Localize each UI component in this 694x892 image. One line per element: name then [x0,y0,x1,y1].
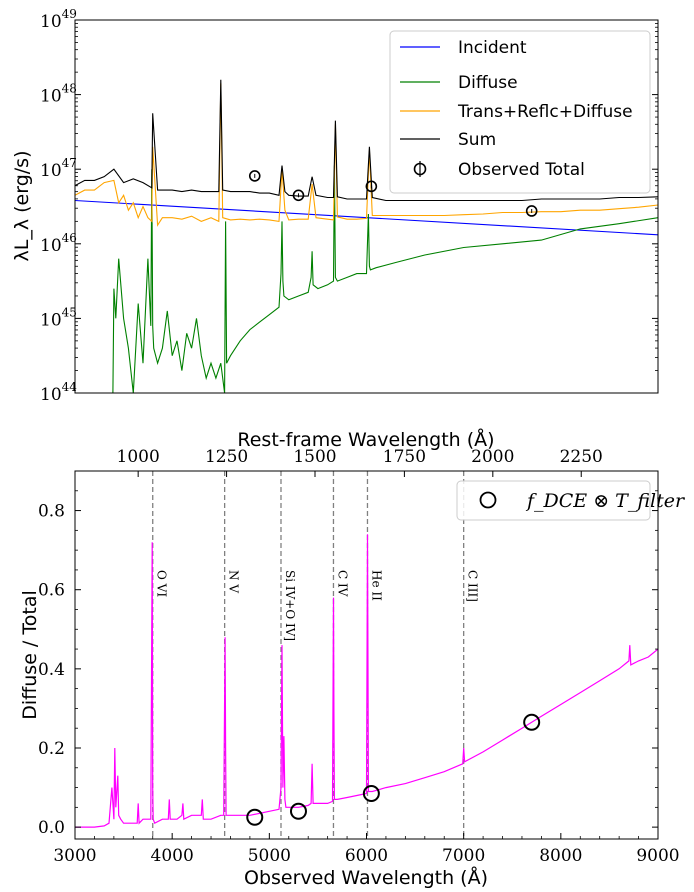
observed-point [365,180,378,193]
top-y-axis-label: λL_λ (erg/s) [11,151,33,262]
legend-observed-marker [413,161,427,177]
emission-line-label: C IV [335,570,349,597]
legend-sum-label: Sum [458,130,496,150]
top-panel: 1044 1045 1046 1047 1048 1049 λL_λ (erg/s) In… [11,7,659,405]
top-x-tick-label: 1250 [205,447,248,467]
top-x-tick-label: 1000 [117,447,160,467]
y-tick-label: 0.6 [38,581,65,601]
y-tick-label: 1047 [40,156,77,181]
top-x-tick-label: 2000 [471,447,514,467]
top-plot-frame [74,19,659,394]
bottom-panel: Rest-frame Wavelength (Å) O VI N V Si IV+O… [19,428,686,889]
y-tick-label: 1046 [40,231,77,256]
x-tick-label: 8000 [539,846,582,866]
top-x-tick-label: 1750 [383,447,426,467]
y-tick-label: 1049 [40,7,77,32]
bottom-x-ticks: 3000 4000 5000 6000 7000 8000 9000 [53,833,680,866]
top-series-group [75,79,658,393]
top-x-tick-label: 1500 [293,447,336,467]
observed-ratio-point [289,802,307,820]
y-tick-exponent: 44 [62,380,78,394]
bottom-legend: f_DCE ⊗ T_filter [456,480,686,521]
observed-point [525,205,538,217]
y-tick-label: 0.2 [38,739,65,759]
y-tick-label: 1044 [40,380,77,405]
y-tick-exponent: 49 [62,7,77,21]
legend-diffuse-label: Diffuse [458,73,518,93]
bottom-top-x-ticks: 1000 1250 1500 1750 2000 2250 [117,447,603,477]
y-tick-exponent: 47 [62,156,77,170]
top-legend: Incident Diffuse Trans+Reflc+Diffuse Sum… [389,30,651,194]
emission-line-label: C III] [466,570,480,602]
x-tick-label: 9000 [636,846,679,866]
emission-line-markers: O VI N V Si IV+O IV] C IV He II C III] [152,471,480,839]
y-tick-exponent: 46 [62,231,77,245]
observed-ratio-point [246,808,264,826]
observed-ratio-point [523,713,541,731]
legend-incident-label: Incident [458,38,527,58]
y-tick-label: 0.0 [38,818,65,838]
emission-line-label: O VI [155,570,169,597]
bottom-legend-marker [479,491,497,509]
top-observed-group [248,170,538,217]
observed-ratio-point [362,784,380,802]
y-tick-label: 1045 [40,305,77,330]
legend-trans-label: Trans+Reflc+Diffuse [457,102,633,122]
bottom-legend-label: f_DCE ⊗ T_filter [525,490,686,512]
bottom-y-axis-label: Diffuse / Total [19,590,41,719]
top-x-tick-label: 2250 [560,447,603,467]
ratio-line [75,534,658,828]
bottom-legend-box [456,480,651,521]
top-x-axis-label: Rest-frame Wavelength (Å) [237,428,494,451]
y-tick-label: 1048 [40,82,77,107]
series-line-diffuse [112,165,658,393]
legend-observed-label: Observed Total [458,160,585,180]
bottom-series-group [75,534,658,828]
x-tick-label: 3000 [53,846,96,866]
y-tick-exponent: 48 [62,82,77,96]
bottom-observed-group [246,713,541,826]
y-tick-exponent: 45 [62,305,77,319]
bottom-x-axis-label: Observed Wavelength (Å) [244,866,488,889]
x-tick-label: 5000 [248,846,291,866]
emission-line-label: He II [369,570,383,601]
emission-line-label: N V [227,570,241,593]
observed-point [248,170,261,182]
x-tick-label: 6000 [345,846,388,866]
top-legend-box [389,30,651,194]
y-tick-label: 0.4 [38,660,65,680]
emission-line-label: Si IV+O IV] [283,570,297,641]
x-tick-label: 4000 [151,846,194,866]
x-tick-label: 7000 [442,846,485,866]
observed-point [292,189,305,202]
series-line-sum [75,79,658,202]
y-tick-label: 0.8 [38,502,65,522]
bottom-y-ticks: 0.0 0.2 0.4 0.6 0.8 [38,490,658,838]
